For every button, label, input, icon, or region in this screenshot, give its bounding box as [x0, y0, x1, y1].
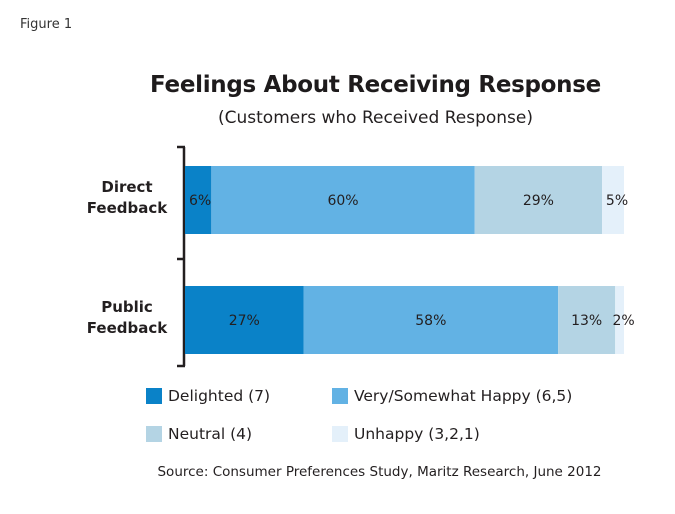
bar-segment-public-3 [615, 286, 624, 354]
category-label: Public [101, 298, 153, 316]
data-label: 6% [189, 193, 211, 209]
legend-label-delighted: Delighted (7) [168, 387, 271, 405]
legend-label-happy: Very/Somewhat Happy (6,5) [354, 387, 573, 405]
bar-segment-direct-1 [211, 166, 475, 234]
data-label: 58% [415, 313, 446, 329]
chart-subtitle: (Customers who Received Response) [218, 108, 533, 128]
bar-group: 6% 60% 29% 5% 27% 58% 13% 2% [185, 166, 635, 354]
data-label: 5% [606, 193, 628, 209]
data-label: 2% [613, 313, 635, 329]
legend-label-unhappy: Unhappy (3,2,1) [354, 425, 480, 443]
data-label: 60% [327, 193, 358, 209]
bar-segment-direct-2 [474, 166, 603, 234]
figure-label: Figure 1 [20, 17, 73, 32]
category-label: Feedback [87, 319, 168, 337]
category-label: Direct [101, 178, 152, 196]
category-label: Feedback [87, 199, 168, 217]
legend-item-happy: Very/Somewhat Happy (6,5) [332, 387, 572, 405]
category-axis-bracket [177, 145, 186, 368]
bar-segment-public-0 [185, 286, 304, 354]
legend-item-unhappy: Unhappy (3,2,1) [332, 425, 480, 443]
bar-segment-direct-0 [185, 166, 212, 234]
chart-title: Feelings About Receiving Response [150, 72, 601, 98]
category-labels: Direct Feedback Public Feedback [87, 178, 168, 337]
data-label: 29% [523, 193, 554, 209]
source-note: Source: Consumer Preferences Study, Mari… [157, 464, 602, 480]
bar-segment-direct-3 [602, 166, 624, 234]
legend-swatch-neutral [146, 426, 162, 442]
bar-segment-public-1 [303, 286, 559, 354]
legend-swatch-unhappy [332, 426, 348, 442]
legend-item-neutral: Neutral (4) [146, 425, 252, 443]
data-label: 13% [571, 313, 602, 329]
legend-swatch-delighted [146, 388, 162, 404]
data-label: 27% [229, 313, 260, 329]
legend-label-neutral: Neutral (4) [168, 425, 253, 443]
bar-segment-public-2 [558, 286, 616, 354]
legend-swatch-happy [332, 388, 348, 404]
legend-item-delighted: Delighted (7) [146, 387, 270, 405]
